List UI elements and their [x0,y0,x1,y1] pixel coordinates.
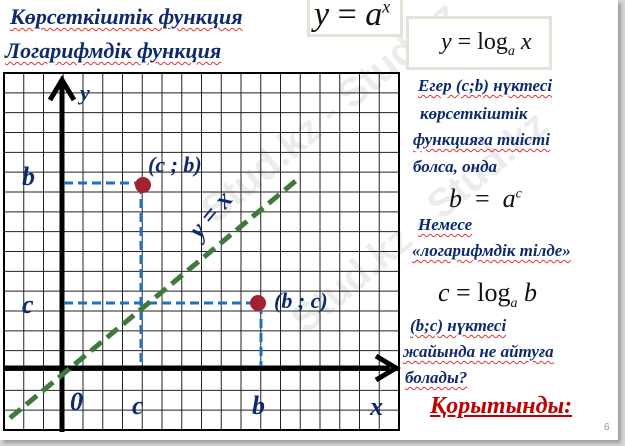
tick-b-y: b [22,162,35,191]
y-axis-arrow-icon [47,75,77,102]
text-line-9: болады? [405,368,468,387]
text-line-2: көрсеткіштік [420,104,528,123]
title-exponential: Көрсеткіштік функция [10,4,243,29]
formula-log: y = loga x [441,29,532,59]
formula-exp: y = ax [314,0,391,33]
tick-c-x: c [132,391,144,420]
formula-c: c = loga b [438,278,537,312]
point-c-b-label: (c ; b) [148,152,202,177]
coordinate-graph: y x 0 b c c b (c ; b) (b ; c) y = x [3,72,401,432]
y-axis-label: y [77,80,90,105]
point-c-b [135,177,151,193]
x-axis-arrow-icon [374,353,401,383]
slide: Stud.kz - Stud.kz Stud.kz - Stud.kz Көрс… [0,0,618,440]
formula-b: b = ac [449,184,522,213]
x-axis-label: x [369,392,383,421]
text-line-3: функцияға тиісті [413,130,550,149]
formula-log-box: y = loga x [406,16,552,70]
text-line-1: Егер (c;b) нүктесі [418,76,553,95]
point-b-c [250,295,266,311]
point-b-c-label: (b ; c) [274,288,328,313]
grid-border [3,72,400,431]
tick-b-x: b [252,391,265,420]
text-line-6: «логарифмдік тілде» [412,241,571,260]
text-line-5: Немесе [418,215,473,234]
text-line-7: (b;c) нүктесі [410,316,507,335]
slide-number: 6 [604,422,610,433]
text-line-8: жайында не айтуға [403,342,554,361]
formula-exp-box: y = ax [307,0,403,37]
conclusion: Қорытынды: [430,393,573,419]
tick-c-y: c [22,290,34,319]
origin-label: 0 [70,387,83,416]
title-logarithmic: Логарифмдік функция [5,38,222,63]
text-line-4: болса, онда [413,157,498,176]
